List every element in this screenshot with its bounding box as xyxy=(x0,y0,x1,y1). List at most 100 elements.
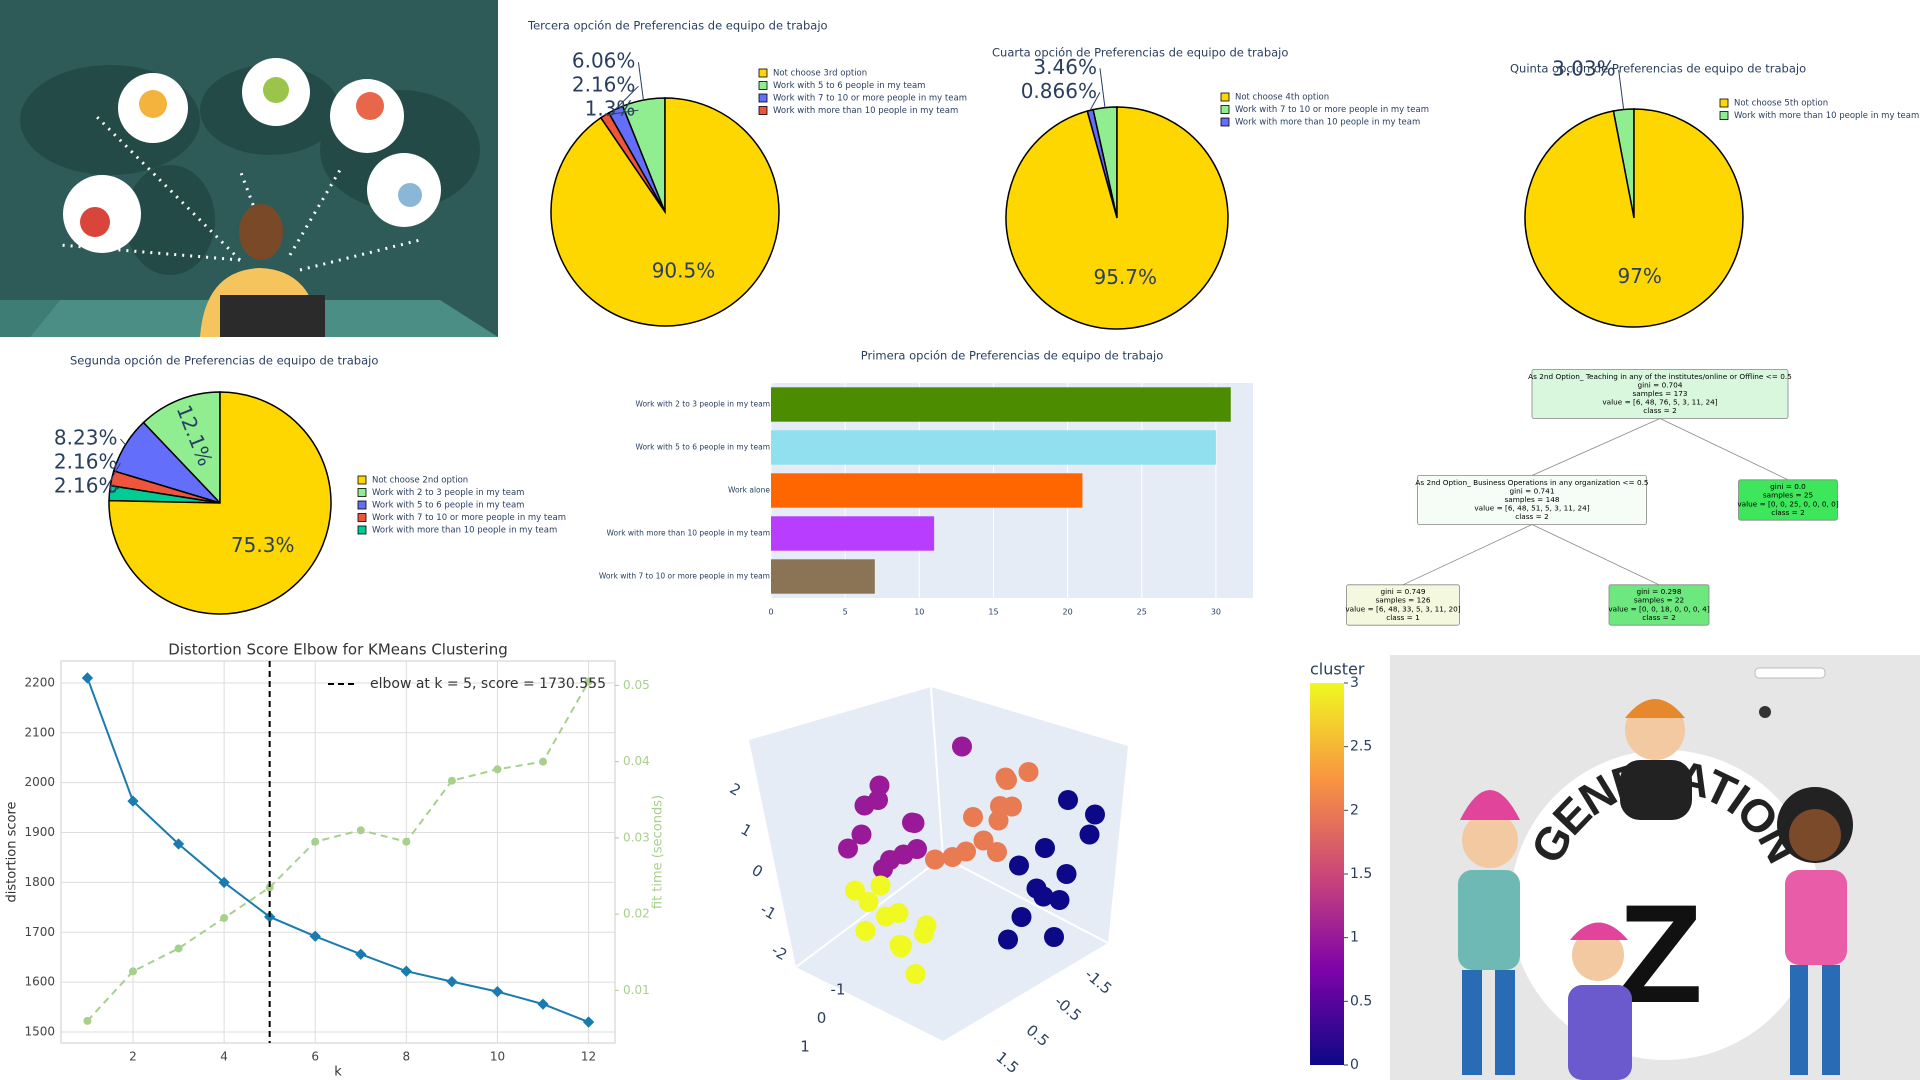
laptop xyxy=(220,295,325,337)
legend-swatch xyxy=(758,81,768,90)
chart-title: Cuarta opción de Preferencias de equipo … xyxy=(992,46,1288,60)
x-tick-label: 20 xyxy=(1063,608,1073,617)
avatar xyxy=(80,207,110,237)
slice-label: 95.7% xyxy=(1093,265,1157,289)
slice-label: 8.23% xyxy=(54,426,118,450)
pie-slice xyxy=(108,391,332,615)
y-axis-label: distortion score xyxy=(5,802,20,903)
y2-tick-label: 0.03 xyxy=(623,830,650,844)
legend-swatch xyxy=(1220,105,1230,114)
tree-node-text: value = [6, 48, 76, 5, 3, 11, 24] xyxy=(1602,398,1717,407)
scatter-point xyxy=(1009,855,1029,876)
legend-label: Not choose 5th option xyxy=(1734,99,1828,109)
axis-tick-label: 0 xyxy=(749,861,766,881)
leader-line xyxy=(604,109,639,116)
scatter-point xyxy=(988,810,1009,831)
tree-node-text: samples = 148 xyxy=(1504,495,1559,504)
pie-slice xyxy=(1005,106,1229,330)
axis-tick-label: 0 xyxy=(817,1009,827,1027)
scatter-point xyxy=(858,892,879,912)
y2-tick-label: 0.04 xyxy=(623,754,650,768)
tree-node xyxy=(1531,369,1789,419)
marker xyxy=(493,765,502,774)
drone xyxy=(1754,667,1826,679)
slice-label: 97% xyxy=(1617,264,1661,288)
legend-swatch xyxy=(357,475,367,485)
scatter-point xyxy=(1058,790,1078,810)
scene-edge xyxy=(795,856,944,968)
tree-edge xyxy=(1402,524,1533,586)
tree-node-text: As 2nd Option_ Business Operations in an… xyxy=(1415,478,1648,487)
y-tick-label: 1700 xyxy=(24,925,55,939)
character-head xyxy=(1462,812,1518,868)
axis-tick-label: -0.5 xyxy=(1051,992,1085,1025)
slice-label: 2.16% xyxy=(54,450,118,474)
tree-node-text: value = [6, 48, 33, 5, 3, 11, 20] xyxy=(1345,604,1460,613)
axis-tick-label: -2 xyxy=(768,941,790,964)
leader-line xyxy=(1099,68,1106,108)
legend-swatch xyxy=(357,500,367,510)
character-leg xyxy=(1822,965,1840,1075)
plot-bg xyxy=(60,660,616,1044)
scatter-point xyxy=(905,964,926,984)
x-tick-label: 10 xyxy=(490,1050,505,1064)
slice-label: 3.03% xyxy=(1552,57,1616,81)
y2-tick-label: 0.05 xyxy=(623,678,650,692)
scatter-point xyxy=(869,775,890,796)
marker xyxy=(537,998,549,1010)
scatter-point xyxy=(870,875,891,896)
scene-edge xyxy=(930,686,944,858)
legend-swatch xyxy=(1220,92,1230,102)
big-circle xyxy=(1510,750,1820,1060)
marker xyxy=(83,1016,92,1025)
tree-node xyxy=(1417,475,1647,525)
tree-node xyxy=(1608,584,1710,626)
legend-label: Work with more than 10 people in my team xyxy=(773,106,958,116)
y-tick-label: 1800 xyxy=(24,875,55,889)
axis-tick-label: 1 xyxy=(800,1038,810,1056)
marker xyxy=(218,876,230,889)
colorbar-title: cluster xyxy=(1310,660,1365,679)
scatter-point xyxy=(942,847,963,867)
tree-edge xyxy=(1531,524,1660,586)
y-tick-label: Work with more than 10 people in my team xyxy=(607,529,770,538)
marker xyxy=(309,930,321,942)
y-tick-label: 2200 xyxy=(24,675,55,689)
chart-title: Segunda opción de Preferencias de equipo… xyxy=(70,354,378,368)
character-shirt xyxy=(1620,760,1692,820)
avatar xyxy=(398,183,422,207)
scatter-point xyxy=(990,796,1010,816)
slice-label: 75.3% xyxy=(231,533,295,557)
x-tick-label: 25 xyxy=(1137,608,1147,617)
scatter-point xyxy=(888,903,909,923)
marker xyxy=(311,837,320,846)
pie-slice xyxy=(550,97,780,327)
leader-line xyxy=(120,438,126,446)
slice-label: 6.06% xyxy=(572,49,636,73)
slice-label: 2.16% xyxy=(572,73,636,97)
scatter-point xyxy=(1018,762,1039,782)
axis-tick-label: 2 xyxy=(727,779,744,799)
avatar xyxy=(356,92,384,120)
x-tick-label: 0 xyxy=(768,608,773,617)
avatar xyxy=(263,77,289,103)
y2-tick-label: 0.01 xyxy=(623,983,650,997)
legend-swatch xyxy=(758,93,768,103)
dotted-line xyxy=(288,169,342,256)
slice-label: 2.16% xyxy=(54,474,118,498)
tree-node-text: class = 2 xyxy=(1515,512,1549,521)
scatter-point xyxy=(851,824,872,845)
legend-swatch xyxy=(1719,98,1729,108)
scatter-point xyxy=(1044,927,1064,947)
legend-label: Not choose 2nd option xyxy=(372,476,468,486)
x-tick-label: 5 xyxy=(843,608,848,617)
character-shirt xyxy=(1458,870,1520,970)
leader-line xyxy=(615,85,639,110)
legend-swatch xyxy=(357,513,367,522)
legend-swatch xyxy=(357,525,367,535)
y-tick-label: 2100 xyxy=(24,725,55,739)
x-tick-label: 4 xyxy=(220,1050,228,1064)
ground xyxy=(0,300,60,337)
